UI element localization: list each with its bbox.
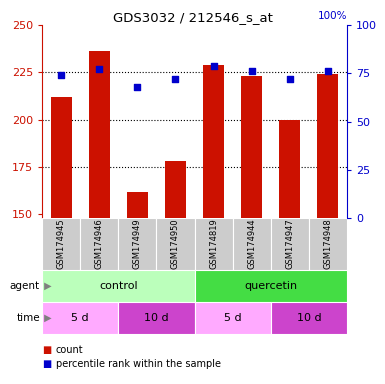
Text: control: control bbox=[99, 281, 137, 291]
Text: GDS3032 / 212546_s_at: GDS3032 / 212546_s_at bbox=[112, 12, 273, 25]
Text: GSM174949: GSM174949 bbox=[133, 218, 142, 269]
Text: GSM174947: GSM174947 bbox=[285, 218, 294, 269]
Bar bbox=[194, 270, 347, 302]
Bar bbox=[194, 302, 271, 334]
Bar bbox=[271, 218, 309, 270]
Text: 10 d: 10 d bbox=[144, 313, 169, 323]
Bar bbox=[309, 218, 347, 270]
Point bbox=[211, 63, 217, 69]
Text: GSM174944: GSM174944 bbox=[247, 218, 256, 269]
Point bbox=[249, 68, 255, 74]
Point bbox=[134, 84, 141, 90]
Text: ▶: ▶ bbox=[41, 313, 52, 323]
Text: GSM174819: GSM174819 bbox=[209, 218, 218, 269]
Text: GSM174946: GSM174946 bbox=[95, 218, 104, 269]
Text: GSM174950: GSM174950 bbox=[171, 218, 180, 269]
Text: GSM174945: GSM174945 bbox=[57, 218, 65, 269]
Text: 5 d: 5 d bbox=[71, 313, 89, 323]
Bar bbox=[80, 218, 118, 270]
Point bbox=[58, 72, 64, 78]
Text: quercetin: quercetin bbox=[244, 281, 297, 291]
Bar bbox=[165, 161, 186, 218]
Text: percentile rank within the sample: percentile rank within the sample bbox=[56, 359, 221, 369]
Bar bbox=[42, 218, 80, 270]
Bar bbox=[203, 65, 224, 218]
Bar bbox=[194, 218, 233, 270]
Text: 5 d: 5 d bbox=[224, 313, 241, 323]
Bar bbox=[318, 74, 338, 218]
Text: ■: ■ bbox=[42, 345, 51, 355]
Text: time: time bbox=[17, 313, 40, 323]
Bar bbox=[42, 302, 118, 334]
Text: count: count bbox=[56, 345, 84, 355]
Text: GSM174948: GSM174948 bbox=[323, 218, 332, 269]
Point bbox=[287, 76, 293, 82]
Bar bbox=[118, 302, 194, 334]
Bar bbox=[271, 302, 347, 334]
Bar bbox=[156, 218, 194, 270]
Point bbox=[325, 68, 331, 74]
Bar bbox=[118, 218, 156, 270]
Bar bbox=[50, 97, 72, 218]
Text: 100%: 100% bbox=[318, 11, 347, 21]
Text: agent: agent bbox=[10, 281, 40, 291]
Point bbox=[172, 76, 179, 82]
Bar bbox=[233, 218, 271, 270]
Bar bbox=[42, 270, 194, 302]
Text: ▶: ▶ bbox=[41, 281, 52, 291]
Text: 10 d: 10 d bbox=[296, 313, 321, 323]
Bar bbox=[89, 51, 110, 218]
Bar bbox=[127, 192, 148, 218]
Point bbox=[96, 66, 102, 73]
Bar bbox=[280, 119, 300, 218]
Text: ■: ■ bbox=[42, 359, 51, 369]
Bar bbox=[241, 76, 262, 218]
